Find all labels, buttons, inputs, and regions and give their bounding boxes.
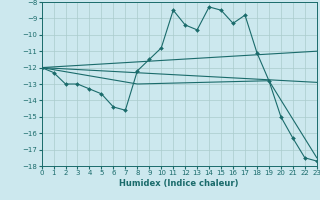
X-axis label: Humidex (Indice chaleur): Humidex (Indice chaleur) bbox=[119, 179, 239, 188]
